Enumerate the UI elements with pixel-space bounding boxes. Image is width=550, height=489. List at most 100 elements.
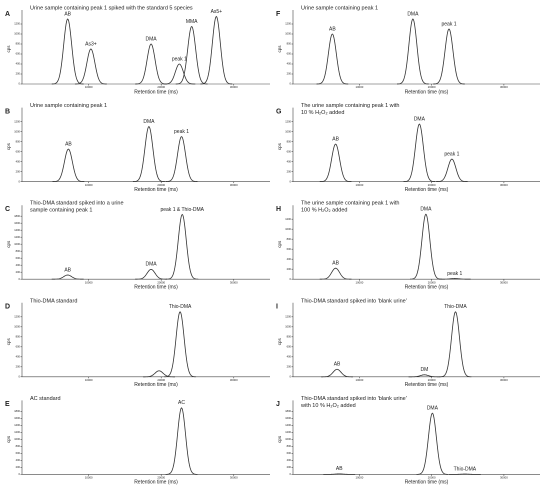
peak [132, 126, 165, 182]
x-axis-label: Retention time (ms) [405, 187, 449, 193]
y-tick-label: 1200 [14, 119, 20, 123]
peak [408, 374, 441, 378]
panel-title: Thio-DMA standard spiked into a urine [30, 201, 124, 207]
x-tick-label: 30000 [500, 378, 508, 382]
y-tick-label: 1200 [14, 430, 20, 434]
y-tick-label: 1800 [14, 409, 20, 413]
y-tick-label: 1200 [14, 314, 20, 318]
x-tick-label: 30000 [230, 378, 238, 382]
peak-label: DMA [414, 116, 426, 122]
y-tick-label: 600 [16, 52, 21, 56]
peak-label: AB [332, 261, 339, 267]
panel-title: with 10 % H₂O₂ added [300, 403, 356, 409]
x-tick-label: 20000 [157, 378, 165, 382]
y-tick-label: 0 [19, 179, 21, 183]
x-tick-label: 30000 [500, 280, 508, 284]
x-tick-label: 10000 [356, 183, 364, 187]
x-tick-label: 20000 [157, 85, 165, 89]
panel-letter: B [5, 108, 10, 115]
y-tick-label: 1000 [285, 437, 291, 441]
x-tick-label: 10000 [356, 280, 364, 284]
y-tick-label: 1200 [285, 217, 291, 221]
peak [135, 43, 168, 85]
x-tick-label: 10000 [85, 378, 93, 382]
y-tick-label: 400 [287, 62, 292, 66]
panel-letter: A [5, 11, 10, 18]
y-tick-label: 800 [16, 249, 21, 253]
y-axis-label: cps [6, 45, 11, 53]
y-tick-label: 400 [16, 263, 21, 267]
panel-title: Urine sample containing peak 1 [301, 5, 378, 11]
x-tick-label: 10000 [356, 85, 364, 89]
peak [163, 63, 196, 85]
y-tick-label: 1000 [285, 129, 291, 133]
y-tick-label: 0 [290, 179, 292, 183]
x-tick-label: 30000 [230, 476, 238, 480]
peak [164, 311, 197, 378]
y-tick-label: 1200 [14, 22, 20, 26]
peak [409, 213, 442, 280]
y-tick-label: 1000 [285, 324, 291, 328]
y-tick-label: 400 [287, 458, 292, 462]
peak-label: peak 1 [441, 21, 456, 27]
y-tick-label: 200 [287, 72, 292, 76]
y-tick-label: 1000 [14, 32, 20, 36]
y-tick-label: 600 [287, 149, 292, 153]
x-tick-label: 30000 [500, 476, 508, 480]
peak-label: AB [64, 11, 71, 17]
y-tick-label: 0 [290, 472, 292, 476]
peak [52, 148, 85, 182]
peak [165, 407, 198, 475]
peak-label: peak 1 [174, 129, 189, 135]
y-tick-label: 800 [287, 237, 292, 241]
peak-label: Thio-DMA [444, 304, 467, 310]
y-tick-label: 1800 [285, 409, 291, 413]
y-axis-label: cps [6, 142, 11, 150]
x-tick-label: 20000 [157, 476, 165, 480]
y-tick-label: 1600 [285, 416, 291, 420]
y-tick-label: 400 [287, 354, 292, 358]
peak [439, 311, 472, 378]
y-tick-label: 800 [16, 334, 21, 338]
panel-title: Urine sample containing peak 1 spiked wi… [30, 5, 193, 11]
y-tick-label: 1600 [14, 221, 20, 225]
peak-label: DM [421, 367, 429, 373]
x-tick-label: 20000 [157, 280, 165, 284]
peak [143, 370, 176, 378]
peak [319, 267, 352, 280]
peak-label: AB [65, 141, 72, 147]
y-tick-label: 200 [287, 267, 292, 271]
panel-letter: E [5, 401, 10, 408]
x-axis-label: Retention time (ms) [134, 89, 178, 95]
peak [74, 48, 107, 85]
x-axis-label: Retention time (ms) [405, 382, 449, 388]
x-tick-label: 20000 [428, 85, 436, 89]
peak [135, 268, 168, 280]
peak-label: DMA [427, 405, 439, 411]
y-tick-label: 400 [16, 62, 21, 66]
y-tick-label: 1000 [14, 242, 20, 246]
y-tick-label: 1200 [285, 22, 291, 26]
y-tick-label: 0 [19, 277, 21, 281]
panel-letter: I [276, 304, 278, 311]
panel-title: Thio-DMA standard [30, 298, 77, 304]
peak [396, 18, 429, 85]
y-tick-label: 800 [287, 444, 292, 448]
y-tick-label: 0 [19, 82, 21, 86]
peak [166, 213, 199, 280]
y-tick-label: 800 [16, 42, 21, 46]
y-tick-label: 1200 [285, 119, 291, 123]
y-axis-label: cps [277, 338, 282, 346]
y-tick-label: 200 [287, 364, 292, 368]
peak-label: DMA [146, 36, 158, 42]
y-tick-label: 400 [16, 354, 21, 358]
x-axis-label: Retention time (ms) [405, 285, 449, 291]
y-tick-label: 1200 [285, 430, 291, 434]
peak [175, 25, 208, 85]
peak-label: DMA [146, 262, 158, 268]
y-tick-label: 600 [287, 451, 292, 455]
x-tick-label: 20000 [428, 378, 436, 382]
y-tick-label: 0 [19, 472, 21, 476]
peak-label: peak 1 [172, 56, 187, 62]
peak-label: AB [64, 267, 71, 273]
